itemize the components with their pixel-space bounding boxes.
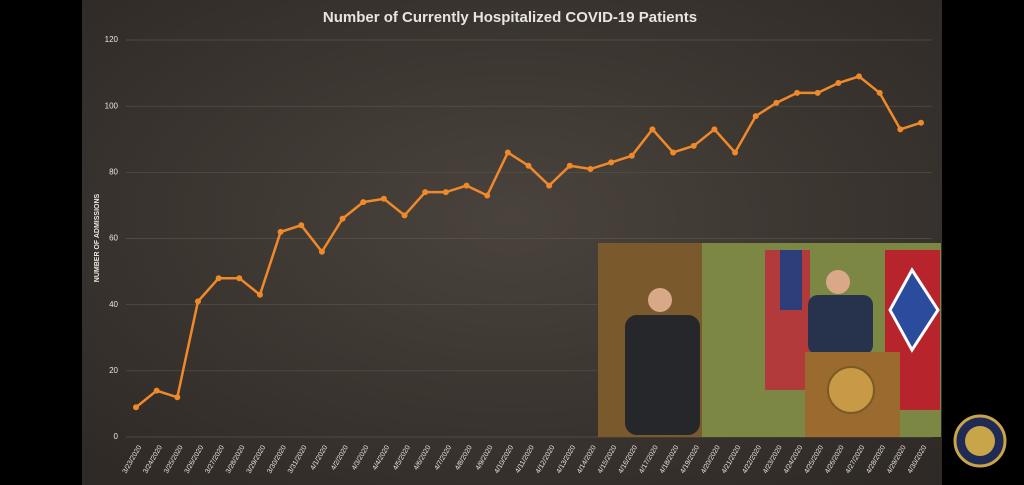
data-point: [504, 149, 511, 156]
data-point: [339, 215, 346, 222]
data-point: [814, 89, 821, 96]
data-point: [649, 126, 656, 133]
data-point: [401, 212, 408, 219]
y-tick-label: 60: [109, 234, 118, 243]
data-point: [215, 275, 222, 282]
data-point: [360, 199, 367, 206]
data-point: [918, 119, 924, 126]
y-tick-label: 0: [114, 432, 119, 441]
data-point: [463, 182, 470, 189]
data-point: [587, 166, 594, 173]
data-point: [318, 248, 325, 255]
data-point: [732, 149, 739, 156]
chart-title: Number of Currently Hospitalized COVID-1…: [323, 9, 697, 26]
data-point: [876, 89, 883, 96]
data-point: [277, 228, 284, 235]
y-axis-label: NUMBER OF ADMISSIONS: [94, 193, 101, 282]
data-point: [194, 298, 201, 305]
data-point: [546, 182, 553, 189]
data-point: [690, 142, 697, 149]
data-point: [711, 126, 718, 133]
person-head: [826, 270, 850, 294]
data-point: [794, 89, 801, 96]
y-tick-label: 20: [109, 366, 118, 375]
data-point: [422, 189, 429, 196]
flag-ar-diamond: [888, 267, 940, 353]
data-point: [752, 113, 759, 120]
podium-seal: [827, 366, 875, 414]
data-point: [670, 149, 677, 156]
y-tick-label: 120: [105, 35, 119, 44]
data-point: [442, 189, 449, 196]
data-point: [608, 159, 615, 166]
data-point: [236, 275, 243, 282]
person-body: [625, 315, 700, 435]
y-tick-label: 80: [109, 167, 118, 176]
data-point: [174, 394, 181, 401]
data-point: [298, 222, 305, 229]
y-tick-label: 40: [109, 300, 118, 309]
data-point: [484, 192, 491, 199]
data-point: [525, 162, 532, 169]
data-point: [153, 387, 160, 394]
y-tick-label: 100: [105, 101, 119, 110]
data-point: [835, 80, 842, 87]
data-point: [897, 126, 904, 133]
person-head: [648, 288, 672, 312]
person-body: [808, 295, 873, 355]
data-point: [628, 152, 635, 159]
data-point: [380, 195, 387, 202]
state-seal-center: [965, 426, 995, 456]
data-point: [856, 73, 863, 80]
flag-us-canton: [780, 250, 802, 310]
data-point: [256, 291, 263, 298]
data-point: [566, 162, 573, 169]
data-point: [133, 404, 139, 411]
data-point: [773, 99, 780, 106]
video-inset: [598, 243, 941, 437]
